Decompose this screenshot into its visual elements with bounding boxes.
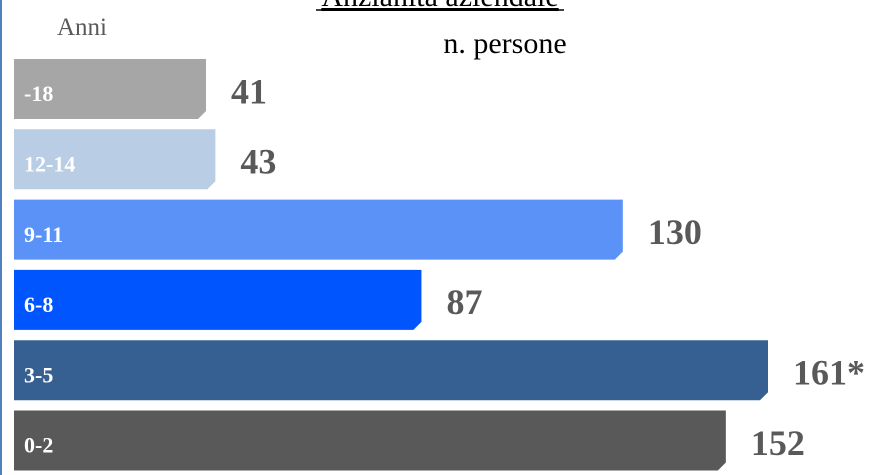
left-border <box>0 0 2 475</box>
category-label: -18 <box>24 81 53 106</box>
value-label: 152 <box>751 423 805 463</box>
value-label: 130 <box>648 212 702 252</box>
bar <box>14 129 216 190</box>
category-label: 12-14 <box>24 152 75 177</box>
bar <box>14 59 207 119</box>
value-label: 41 <box>231 71 267 111</box>
category-label: 9-11 <box>24 222 63 247</box>
chart-title: Anzianità aziendale <box>321 0 558 13</box>
bar <box>14 410 726 471</box>
category-label: 6-8 <box>24 292 53 317</box>
value-label: 161* <box>793 352 865 392</box>
category-label: 3-5 <box>24 362 53 387</box>
category-label: 0-2 <box>24 433 53 458</box>
value-label: 43 <box>240 142 276 182</box>
value-label: 87 <box>446 282 482 322</box>
bar <box>14 340 768 401</box>
chart-subtitle: n. persone <box>443 27 566 60</box>
axis-label: Anni <box>57 14 107 41</box>
bar <box>14 269 422 330</box>
bar <box>14 199 623 260</box>
